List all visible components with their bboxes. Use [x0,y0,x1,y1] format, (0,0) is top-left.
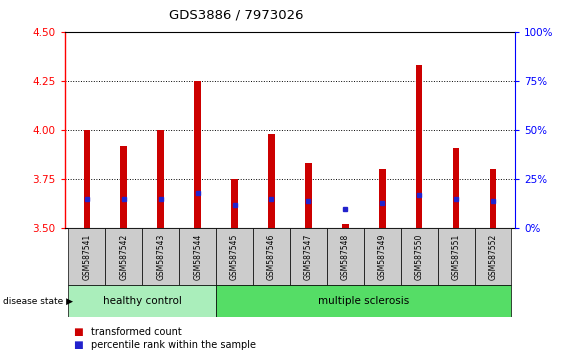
Bar [364,228,401,285]
Text: GSM587543: GSM587543 [156,233,165,280]
Bar [342,224,348,228]
Bar [83,130,90,228]
Text: GSM587550: GSM587550 [415,233,424,280]
Bar [475,228,511,285]
Bar [105,228,142,285]
Bar [416,65,422,228]
Text: transformed count: transformed count [91,327,182,337]
Text: ■: ■ [73,327,83,337]
Bar [253,228,290,285]
Bar [179,228,216,285]
Text: GSM587551: GSM587551 [452,234,461,280]
Bar [290,228,327,285]
Text: GSM587549: GSM587549 [378,233,387,280]
Text: disease state ▶: disease state ▶ [3,296,73,306]
Bar [379,170,386,228]
Bar [158,130,164,228]
Text: percentile rank within the sample: percentile rank within the sample [91,340,256,350]
Text: GSM587548: GSM587548 [341,234,350,280]
Text: healthy control: healthy control [103,296,182,306]
Bar [231,179,238,228]
Bar [216,285,511,317]
Text: multiple sclerosis: multiple sclerosis [318,296,409,306]
Bar [327,228,364,285]
Bar [69,228,105,285]
Bar [216,228,253,285]
Bar [194,81,201,228]
Bar [69,285,216,317]
Bar [490,170,497,228]
Text: GDS3886 / 7973026: GDS3886 / 7973026 [169,9,303,22]
Bar [268,134,275,228]
Bar [437,228,475,285]
Bar [120,146,127,228]
Bar [142,228,179,285]
Text: GSM587541: GSM587541 [82,234,91,280]
Bar [401,228,437,285]
Text: GSM587547: GSM587547 [304,233,313,280]
Bar [305,164,312,228]
Text: GSM587552: GSM587552 [489,234,498,280]
Text: GSM587544: GSM587544 [193,233,202,280]
Text: GSM587546: GSM587546 [267,233,276,280]
Text: GSM587542: GSM587542 [119,234,128,280]
Bar [453,148,459,228]
Text: ■: ■ [73,340,83,350]
Text: GSM587545: GSM587545 [230,233,239,280]
